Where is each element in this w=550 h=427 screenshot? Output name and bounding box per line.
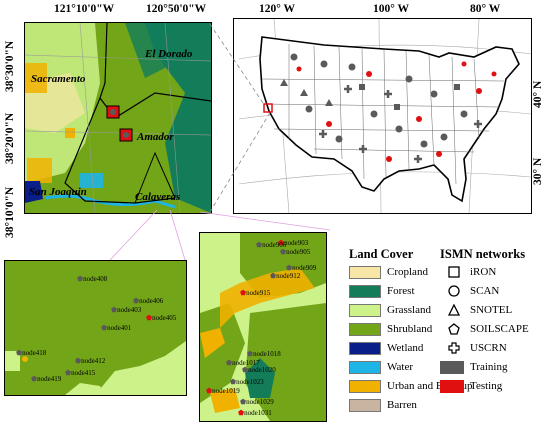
legend-item-uscrn: USCRN [446,341,507,355]
swatch-water [349,360,381,374]
legend-item-iron: iRON [446,265,496,279]
legend-item-scan: SCAN [446,284,499,298]
legend-item-testing: Testing [440,379,502,393]
pentagon-icon: ⬟ [146,314,153,322]
node-label-419: ⬟node419 [31,375,62,383]
swatch-cropland [349,265,381,279]
legend-item-wetland: Wetland [349,341,423,355]
legend-item-cropland: Cropland [349,265,428,279]
networks-legend-title: ISMN networks [440,247,526,261]
land-cover-legend-title: Land Cover [349,247,414,261]
node-label-408: ⬟node408 [77,275,108,283]
pentagon-icon [446,323,462,336]
legend-item-shrubland: Shrubland [349,322,432,336]
us-lon-label-1: 120° W [259,3,296,15]
zoom-panel-right: ⬟node903 ⬟node906 ⬟node905 ⬟node909 ⬟nod… [199,232,327,422]
swatch-urban [349,379,381,393]
pentagon-icon: ⬟ [256,241,263,249]
node-label-1020: ⬟node1020 [242,366,276,374]
us-map-graphic [238,19,531,213]
node-label-412: ⬟node412 [75,357,106,365]
legend-item-grassland: Grassland [349,303,431,317]
node-label-1018: ⬟node1018 [247,350,281,358]
node-label-1031: ⬟node1031 [238,409,272,417]
pentagon-icon: ⬟ [230,378,237,386]
node-label-903: ⬟node903 [278,239,309,247]
node-label-401: ⬟node401 [101,324,132,332]
circle-icon [446,285,462,298]
legend-item-forest: Forest [349,284,415,298]
pentagon-icon: ⬟ [240,398,247,406]
pentagon-icon: ⬟ [247,350,254,358]
legend-item-training: Training [440,360,508,374]
swatch-shrubland [349,322,381,336]
node-label-406: ⬟node406 [133,297,164,305]
zoom-right-graphic [200,233,326,421]
swatch-barren [349,398,381,412]
swatch-forest [349,284,381,298]
node-label-405: ⬟node405 [146,314,177,322]
place-label-calaveras: Calaveras [135,191,181,203]
zoom-left-graphic [5,341,186,395]
pentagon-icon: ⬟ [286,264,293,272]
pentagon-icon: ⬟ [65,369,72,377]
node-label-415: ⬟node415 [65,369,96,377]
node-label-1023: ⬟node1023 [230,378,264,386]
node-label-403: ⬟node403 [111,306,142,314]
legend-item-water: Water [349,360,413,374]
pentagon-icon: ⬟ [226,359,233,367]
node-label-418: ⬟node418 [16,349,47,357]
pentagon-icon: ⬟ [278,239,285,247]
inset-land-cover-map: El Dorado Sacramento Amador San Joaquin … [24,22,212,214]
legend-item-soilscape: SOILSCAPE [446,322,529,336]
pentagon-icon: ⬟ [111,306,118,314]
node-label-915: ⬟node915 [240,289,271,297]
node-label-1029: ⬟node1029 [240,398,274,406]
zoom-panel-left: ⬟node408 ⬟node406 ⬟node403 ⬟node405 ⬟nod… [4,260,187,396]
legend-item-barren: Barren [349,398,417,412]
node-label-906: ⬟node906 [256,241,287,249]
node-label-1017: ⬟node1017 [226,359,260,367]
inset-lat-label-1: 38°30'0"N [4,40,16,92]
inset-lon-label-2: 120°50'0"W [146,3,207,15]
swatch-wetland [349,341,381,355]
us-lon-label-2: 100° W [373,3,410,15]
pentagon-icon: ⬟ [280,248,287,256]
node-label-912: ⬟node912 [270,272,301,280]
pentagon-icon: ⬟ [238,409,245,417]
inset-map-graphic [25,23,211,213]
pentagon-icon: ⬟ [101,324,108,332]
us-lat-label-2: 30° N [532,157,544,185]
square-icon [446,266,462,279]
node-label-905: ⬟node905 [280,248,311,256]
pentagon-icon: ⬟ [16,349,23,357]
triangle-icon [446,303,462,317]
swatch-grassland [349,303,381,317]
place-label-el-dorado: El Dorado [145,48,193,60]
swatch-training [440,360,464,374]
pentagon-icon: ⬟ [75,357,82,365]
pentagon-icon: ⬟ [31,375,38,383]
inset-lon-label-1: 121°10'0"W [54,3,115,15]
us-lat-label-1: 40° N [532,80,544,108]
node-label-909: ⬟node909 [286,264,317,272]
pentagon-icon: ⬟ [240,289,247,297]
pentagon-icon: ⬟ [77,275,84,283]
us-lon-label-3: 80° W [470,3,501,15]
place-label-san-joaquin: San Joaquin [29,186,87,198]
cross-icon [446,342,462,355]
pentagon-icon: ⬟ [242,366,249,374]
place-label-sacramento: Sacramento [31,73,86,85]
place-label-amador: Amador [137,131,174,143]
inset-lat-label-3: 38°10'0"N [4,186,16,238]
legend-item-snotel: SNOTEL [446,303,512,317]
pentagon-icon: ⬟ [206,387,213,395]
swatch-testing [440,379,464,393]
pentagon-icon: ⬟ [133,297,140,305]
pentagon-icon: ⬟ [270,272,277,280]
us-station-map [233,18,532,214]
node-label-1019: ⬟node1019 [206,387,240,395]
inset-lat-label-2: 38°20'0"N [4,112,16,164]
